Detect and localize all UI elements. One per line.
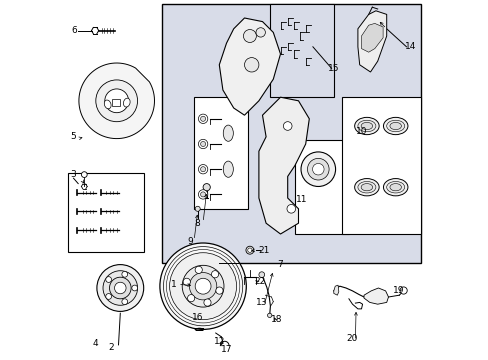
Circle shape <box>211 271 218 278</box>
Text: 22: 22 <box>253 277 264 286</box>
Circle shape <box>258 272 264 278</box>
Circle shape <box>195 206 200 211</box>
Ellipse shape <box>223 125 233 141</box>
Ellipse shape <box>389 184 401 191</box>
Text: 2: 2 <box>108 343 114 352</box>
Text: 11: 11 <box>296 195 307 204</box>
Circle shape <box>198 114 207 123</box>
Text: 7: 7 <box>277 260 283 269</box>
Ellipse shape <box>383 117 407 135</box>
Circle shape <box>286 204 295 213</box>
Circle shape <box>198 190 207 199</box>
Circle shape <box>200 167 205 172</box>
Circle shape <box>189 273 216 300</box>
Ellipse shape <box>104 100 111 109</box>
Circle shape <box>114 282 126 294</box>
Circle shape <box>203 184 210 191</box>
Circle shape <box>200 192 205 197</box>
Text: 8: 8 <box>194 219 200 228</box>
Circle shape <box>195 278 211 294</box>
Ellipse shape <box>123 98 130 107</box>
Circle shape <box>187 294 194 302</box>
Circle shape <box>245 246 253 254</box>
Circle shape <box>160 243 246 329</box>
Ellipse shape <box>354 179 378 196</box>
Circle shape <box>247 248 251 252</box>
Bar <box>269 4 334 97</box>
Circle shape <box>103 271 137 305</box>
Text: 10: 10 <box>355 127 366 136</box>
Circle shape <box>122 271 127 277</box>
Circle shape <box>283 122 291 130</box>
Circle shape <box>195 266 202 274</box>
Polygon shape <box>361 23 382 52</box>
Text: 4: 4 <box>92 339 98 348</box>
Ellipse shape <box>361 122 372 130</box>
Circle shape <box>183 278 190 285</box>
Circle shape <box>301 152 335 186</box>
Text: 14: 14 <box>404 42 416 51</box>
Ellipse shape <box>386 120 404 132</box>
Circle shape <box>104 89 128 113</box>
Ellipse shape <box>386 181 404 193</box>
Circle shape <box>200 141 205 147</box>
Text: 18: 18 <box>270 315 282 324</box>
Polygon shape <box>258 97 309 234</box>
Circle shape <box>109 277 131 299</box>
Circle shape <box>243 30 256 42</box>
Ellipse shape <box>354 117 378 135</box>
Text: 13: 13 <box>256 298 267 307</box>
Circle shape <box>307 158 328 180</box>
Text: 12: 12 <box>213 338 224 346</box>
Polygon shape <box>333 285 338 295</box>
Circle shape <box>132 285 137 291</box>
Text: 19: 19 <box>392 287 404 295</box>
Circle shape <box>122 299 127 305</box>
Circle shape <box>97 265 143 311</box>
Text: 15: 15 <box>327 64 339 73</box>
Circle shape <box>244 58 258 72</box>
Circle shape <box>105 276 111 282</box>
Polygon shape <box>79 63 154 139</box>
Bar <box>68 173 143 252</box>
Bar <box>194 97 247 209</box>
Bar <box>112 99 120 106</box>
Text: 1: 1 <box>171 280 177 289</box>
Circle shape <box>267 313 271 318</box>
Text: 21: 21 <box>258 246 269 255</box>
Circle shape <box>169 253 236 320</box>
Text: 5: 5 <box>70 132 76 141</box>
Text: 3: 3 <box>70 170 76 179</box>
Polygon shape <box>363 288 387 304</box>
Ellipse shape <box>361 184 372 191</box>
Bar <box>162 4 420 263</box>
Circle shape <box>182 265 224 307</box>
Text: 16: 16 <box>192 313 203 322</box>
Circle shape <box>198 165 207 174</box>
Ellipse shape <box>389 122 401 130</box>
Circle shape <box>256 28 265 37</box>
Text: 20: 20 <box>346 334 357 343</box>
Text: 17: 17 <box>220 345 232 354</box>
Circle shape <box>81 172 87 177</box>
Circle shape <box>96 80 137 122</box>
Ellipse shape <box>223 161 233 177</box>
Circle shape <box>312 163 324 175</box>
Ellipse shape <box>383 179 407 196</box>
Ellipse shape <box>357 120 375 132</box>
Circle shape <box>203 299 211 306</box>
Polygon shape <box>357 11 386 72</box>
Circle shape <box>105 294 111 300</box>
Circle shape <box>198 139 207 149</box>
Polygon shape <box>219 18 280 115</box>
Circle shape <box>215 287 223 294</box>
Bar <box>341 97 420 234</box>
Bar <box>294 140 348 234</box>
Ellipse shape <box>357 181 375 193</box>
Circle shape <box>200 116 205 121</box>
Text: 9: 9 <box>186 237 192 246</box>
Text: 6: 6 <box>72 26 77 35</box>
Circle shape <box>399 287 407 294</box>
